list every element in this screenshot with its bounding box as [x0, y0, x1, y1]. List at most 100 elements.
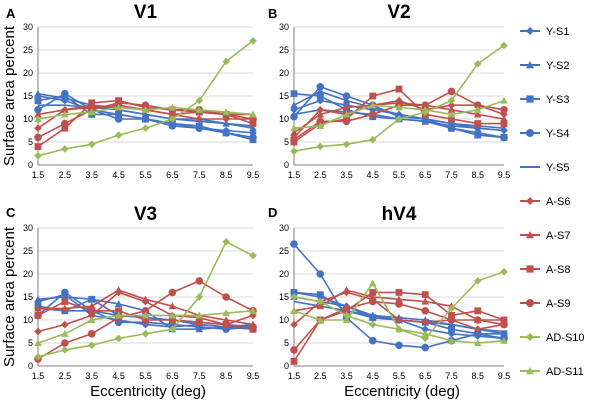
y-tick-label: 10: [279, 114, 289, 124]
y-tick-label: 5: [28, 137, 33, 147]
legend-marker: [526, 129, 534, 137]
data-point: [316, 142, 325, 151]
data-point: [195, 318, 203, 326]
x-tick-label: 7.5: [193, 170, 206, 180]
data-point: [61, 110, 69, 118]
x-tick-label: 1.5: [32, 170, 45, 180]
data-point: [168, 103, 177, 111]
data-point: [114, 286, 123, 294]
data-point: [61, 145, 69, 153]
y-tick-label: 30: [279, 22, 289, 32]
data-point: [421, 106, 430, 113]
legend-label: A-S8: [546, 264, 570, 276]
data-point: [342, 92, 351, 100]
legend-marker: [526, 231, 534, 239]
data-point: [447, 87, 456, 96]
data-point: [141, 115, 150, 123]
data-point: [87, 341, 96, 350]
data-point: [500, 96, 508, 104]
panel-v1: 0 5 10 15 20 25 30 1.5 2.5 3.5 4.5 5.5 6.5 7.5 8.5 9.5 A…: [6, 2, 259, 180]
data-point: [34, 115, 42, 123]
legend-marker: [526, 27, 534, 35]
data-point: [473, 106, 482, 113]
legend-label: AD-S11: [546, 366, 584, 378]
x-tick-label: 2.5: [314, 371, 327, 381]
data-point: [141, 311, 150, 319]
data-point: [61, 89, 69, 98]
data-point: [342, 286, 351, 294]
data-point: [474, 307, 482, 315]
data-point: [448, 311, 455, 319]
data-point: [114, 311, 123, 319]
data-point: [473, 325, 482, 333]
data-point: [34, 124, 42, 132]
data-point: [195, 106, 204, 113]
data-point: [395, 115, 403, 123]
y-tick-label: 5: [284, 137, 289, 147]
data-point: [290, 307, 298, 314]
x-tick-label: 9.5: [498, 371, 511, 381]
data-point: [447, 316, 456, 324]
y-tick-label: 5: [284, 338, 289, 348]
data-point: [114, 334, 123, 343]
panel-hv4: 0 5 10 15 20 25 30 1.5 2.5 3.5 4.5 5.5 6.5 7.5 8.5 9.5 D…: [268, 204, 510, 381]
y-axis-title: Surface area percent: [1, 226, 18, 367]
data-point: [115, 110, 123, 118]
y-axis-title: Surface area percent: [1, 25, 18, 166]
x-tick-label: 6.5: [166, 170, 179, 180]
data-point: [342, 96, 351, 104]
panel-v3: 0 5 10 15 20 25 30 1.5 2.5 3.5 4.5 5.5 6.5 7.5 8.5 9.5 C…: [6, 204, 259, 381]
data-point: [222, 129, 230, 137]
data-point: [368, 336, 377, 345]
data-point: [168, 288, 177, 297]
series-ad-s11: [34, 103, 257, 123]
data-point: [500, 336, 508, 344]
x-tick-label: 8.5: [471, 371, 484, 381]
series-a-s9: [290, 297, 508, 354]
data-point: [114, 99, 123, 107]
data-point: [447, 304, 456, 313]
data-point: [34, 339, 42, 347]
data-point: [290, 135, 298, 144]
data-point: [447, 336, 456, 344]
x-tick-label: 8.5: [471, 170, 484, 180]
data-point: [34, 304, 42, 312]
data-point: [61, 288, 69, 297]
y-tick-label: 30: [279, 223, 289, 233]
data-point: [61, 339, 69, 347]
data-point: [421, 343, 430, 352]
series-y-s5: [38, 104, 254, 127]
data-point: [395, 103, 403, 111]
data-point: [114, 300, 123, 307]
y-tick-label: 30: [23, 223, 33, 233]
data-point: [141, 307, 150, 315]
data-point: [473, 110, 482, 118]
data-point: [500, 320, 508, 329]
y-tick-label: 0: [284, 361, 289, 371]
data-point: [369, 288, 377, 296]
data-point: [342, 103, 351, 111]
y-tick-label: 10: [279, 315, 289, 325]
data-point: [342, 311, 351, 320]
y-tick-label: 5: [28, 338, 33, 348]
data-point: [368, 135, 377, 144]
data-point: [34, 295, 42, 303]
data-point: [500, 120, 508, 128]
data-point: [316, 110, 325, 118]
y-tick-label: 20: [279, 68, 289, 78]
data-point: [290, 147, 298, 155]
x-tick-label: 3.5: [340, 371, 353, 381]
data-point: [473, 316, 482, 324]
data-point: [222, 238, 230, 246]
legend-item-y-s2: Y-S2: [520, 60, 569, 72]
legend-item-a-s6: A-S6: [520, 196, 570, 208]
panel-title: V1: [134, 2, 158, 23]
legend-label: AD-S10: [546, 332, 585, 344]
y-tick-label: 0: [28, 160, 33, 170]
x-tick-label: 1.5: [288, 170, 301, 180]
legend-item-y-s4: Y-S4: [520, 128, 569, 140]
series-ad-s10: [34, 37, 257, 160]
y-tick-label: 30: [23, 22, 33, 32]
data-point: [316, 117, 325, 126]
data-point: [500, 316, 508, 324]
